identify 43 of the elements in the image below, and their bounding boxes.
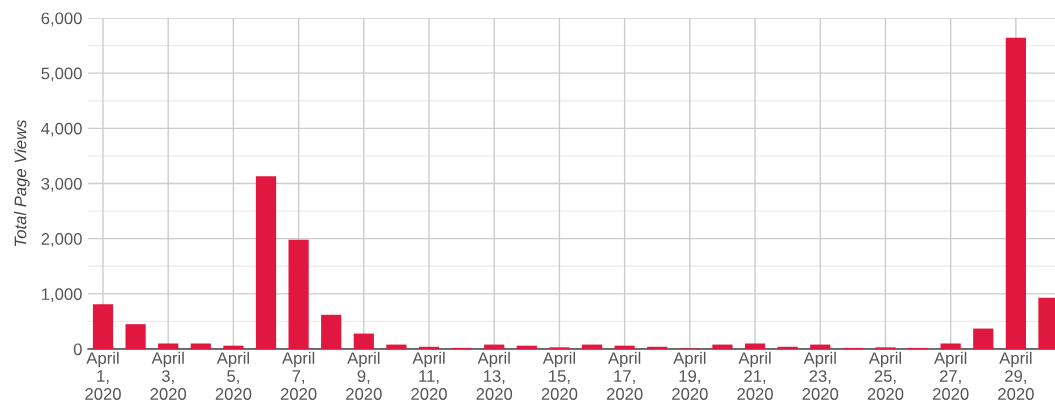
y-tick-label: 6,000 <box>41 12 82 27</box>
bar <box>614 345 635 349</box>
bar <box>581 344 603 349</box>
bar <box>516 345 537 349</box>
y-tick-label: 2,000 <box>41 233 82 247</box>
bar <box>712 344 733 349</box>
y-tick-label: 5,000 <box>41 67 82 82</box>
bar <box>353 333 374 349</box>
x-tick-label: April 23, 2020 <box>802 351 839 400</box>
bar <box>223 345 244 349</box>
bar <box>810 344 831 349</box>
x-tick-label: April 29, 2020 <box>998 351 1034 400</box>
bar <box>158 343 179 349</box>
x-tick-label: April 7, 2020 <box>280 351 317 400</box>
y-tick-label: 1,000 <box>42 288 82 303</box>
bar <box>744 343 766 349</box>
bar <box>973 328 994 349</box>
x-tick-label: April 11, 2020 <box>411 351 447 400</box>
bar <box>92 304 114 349</box>
y-axis-title: Total Page Views <box>14 119 30 246</box>
x-tick-label: April 27, 2020 <box>932 351 969 400</box>
y-tick-label: 3,000 <box>41 177 82 192</box>
x-tick-label: April 1, 2020 <box>85 351 121 400</box>
x-tick-label: April 3, 2020 <box>150 351 187 400</box>
x-tick-label: April 5, 2020 <box>215 351 252 400</box>
bar <box>288 239 309 349</box>
x-tick-label: April 17, 2020 <box>606 351 643 400</box>
x-tick-label: April 15, 2020 <box>541 351 578 400</box>
bar <box>386 344 407 349</box>
y-tick-label: 0 <box>73 343 82 356</box>
x-tick-label: April 9, 2020 <box>346 351 382 400</box>
bar <box>125 324 146 349</box>
x-tick-label: April 21, 2020 <box>737 351 773 400</box>
bar <box>1005 37 1026 349</box>
x-tick-label: April 19, 2020 <box>672 351 708 400</box>
x-tick-label: April 25, 2020 <box>867 351 904 400</box>
bar <box>190 343 211 349</box>
x-tick-label: April 13, 2020 <box>476 351 513 400</box>
bar <box>940 343 961 349</box>
bar <box>321 314 342 349</box>
bar <box>255 176 277 349</box>
y-tick-label: 4,000 <box>41 122 82 137</box>
bar <box>484 344 505 349</box>
